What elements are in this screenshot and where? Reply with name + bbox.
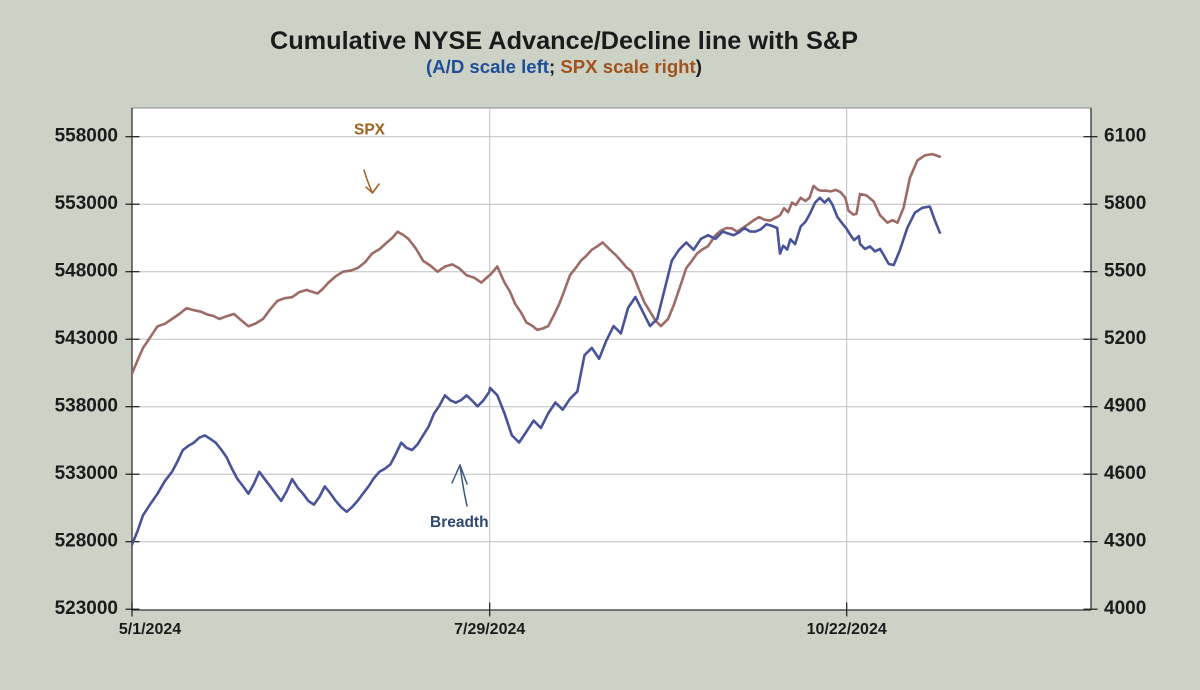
svg-text:5800: 5800 (1104, 193, 1146, 214)
svg-text:4000: 4000 (1104, 598, 1146, 619)
svg-text:4900: 4900 (1104, 396, 1146, 417)
svg-text:4300: 4300 (1104, 531, 1146, 552)
svg-text:4600: 4600 (1104, 463, 1146, 484)
svg-text:538000: 538000 (55, 396, 118, 417)
svg-text:6100: 6100 (1104, 126, 1146, 147)
svg-text:548000: 548000 (55, 261, 118, 282)
svg-text:553000: 553000 (55, 193, 118, 214)
svg-text:5200: 5200 (1104, 328, 1146, 349)
svg-text:558000: 558000 (55, 126, 118, 147)
svg-text:10/22/2024: 10/22/2024 (807, 621, 887, 638)
svg-text:7/29/2024: 7/29/2024 (454, 621, 525, 638)
svg-text:543000: 543000 (55, 328, 118, 349)
svg-text:SPX: SPX (354, 122, 386, 139)
svg-text:5500: 5500 (1104, 261, 1146, 282)
svg-text:Breadth: Breadth (430, 514, 489, 531)
svg-text:533000: 533000 (55, 463, 118, 484)
svg-text:523000: 523000 (55, 598, 118, 619)
svg-text:5/1/2024: 5/1/2024 (119, 621, 181, 638)
svg-text:528000: 528000 (55, 531, 118, 552)
